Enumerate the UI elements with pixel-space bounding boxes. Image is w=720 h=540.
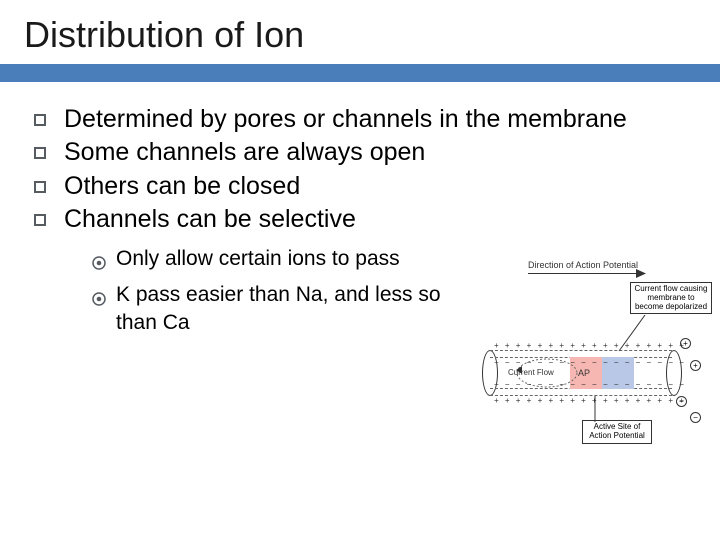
square-bullet-icon [34,181,46,193]
plus-charge-icon: + [680,338,691,349]
sub-bullet-text: Only allow certain ions to pass [116,245,400,272]
charge-row: − − − − − − − − − − − − − − − − − − [494,380,686,389]
bullet-text: Some channels are always open [64,137,425,168]
list-item: Others can be closed [34,171,700,202]
charge-row: + + + + + + + + + + + + + + + + + + [494,341,686,350]
square-bullet-icon [34,147,46,159]
axon-cylinder: AP Current Flow + + + + + + + + + + + + … [472,350,692,396]
target-bullet-icon [92,286,106,313]
minus-charge-icon: − [676,396,687,407]
target-bullet-icon [92,250,106,277]
bullet-text: Channels can be selective [64,204,356,235]
list-item: Channels can be selective [34,204,700,235]
direction-label: Direction of Action Potential [528,260,638,270]
arrowhead-icon [636,269,646,278]
slide-title: Distribution of Ion [0,0,720,64]
leader-line-icon [590,396,600,422]
current-flow-box: Current flow causing membrane to become … [630,282,712,314]
sub-bullet-list: Only allow certain ions to pass K pass e… [92,245,472,336]
plus-charge-icon: + [690,360,701,371]
current-flow-label: Current Flow [508,368,554,377]
action-potential-diagram: Direction of Action Potential Current fl… [472,260,712,450]
square-bullet-icon [34,214,46,226]
active-site-box: Active Site of Action Potential [582,420,652,444]
charge-row: − − − − − − − − − − − − − − − − − − [494,358,686,367]
bullet-text: Determined by pores or channels in the m… [64,104,627,135]
bullet-text: Others can be closed [64,171,300,202]
main-bullet-list: Determined by pores or channels in the m… [34,104,700,235]
square-bullet-icon [34,114,46,126]
list-item: Determined by pores or channels in the m… [34,104,700,135]
minus-charge-icon: − [690,412,701,423]
sub-bullet-text: K pass easier than Na, and less so than … [116,281,472,336]
direction-arrow-icon [528,273,638,274]
list-item: Only allow certain ions to pass [92,245,472,277]
list-item: Some channels are always open [34,137,700,168]
list-item: K pass easier than Na, and less so than … [92,281,472,336]
accent-bar [0,64,720,82]
